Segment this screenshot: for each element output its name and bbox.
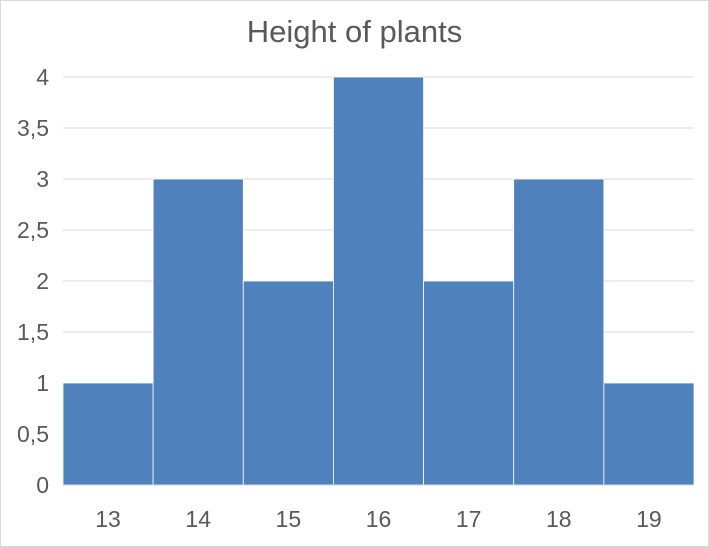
y-tick-label: 4 bbox=[36, 64, 49, 90]
y-tick-label: 1,5 bbox=[17, 319, 49, 345]
chart-title: Height of plants bbox=[246, 14, 463, 49]
y-tick-label: 3,5 bbox=[17, 115, 49, 141]
x-tick-label: 19 bbox=[636, 506, 662, 532]
x-tick-label: 13 bbox=[95, 506, 121, 532]
y-tick-label: 2,5 bbox=[17, 217, 49, 243]
x-tick-label: 16 bbox=[366, 506, 392, 532]
bar bbox=[603, 382, 695, 486]
y-tick-label: 0 bbox=[36, 472, 49, 498]
x-tick-labels: 13 14 15 16 17 18 19 bbox=[95, 506, 661, 532]
bar bbox=[423, 280, 515, 486]
bars bbox=[62, 76, 695, 486]
y-tick-label: 1 bbox=[36, 370, 49, 396]
x-tick-label: 15 bbox=[276, 506, 302, 532]
bar bbox=[242, 280, 334, 486]
y-tick-label: 0,5 bbox=[17, 421, 49, 447]
y-tick-label: 3 bbox=[36, 166, 49, 192]
bar bbox=[333, 76, 424, 486]
bar bbox=[62, 382, 154, 486]
bar bbox=[152, 178, 244, 486]
y-tick-label: 2 bbox=[36, 268, 49, 294]
x-tick-label: 17 bbox=[456, 506, 482, 532]
x-tick-label: 18 bbox=[546, 506, 572, 532]
bar bbox=[513, 178, 605, 486]
y-tick-labels: 0 0,5 1 1,5 2 2,5 3 3,5 4 bbox=[17, 64, 49, 498]
x-tick-label: 14 bbox=[185, 506, 211, 532]
